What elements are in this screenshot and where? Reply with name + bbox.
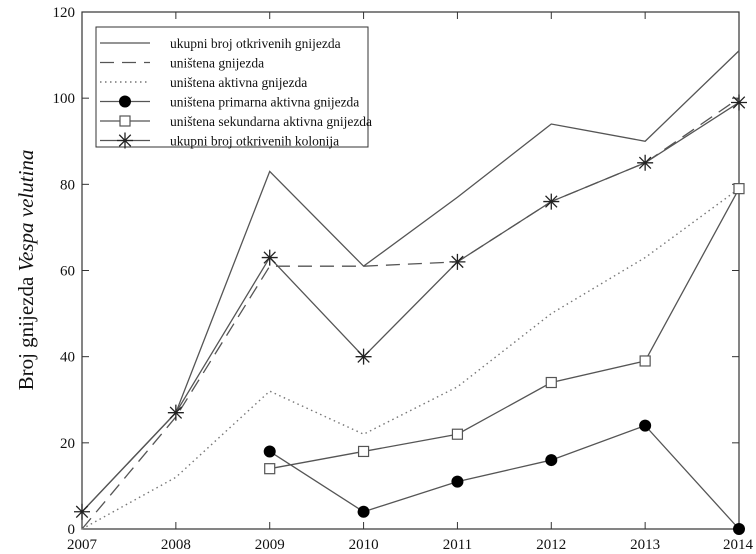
x-tick-label-2014: 2014 [723,537,754,553]
legend-label-2: uništena gnijezda [170,56,264,71]
series-5-point-2011 [451,428,464,440]
series-5 [264,183,745,475]
x-tick-label-2009: 2009 [255,537,285,553]
y-tick-label-20: 20 [60,436,75,452]
legend-marker-6 [117,132,133,149]
series-4-line [269,424,740,530]
series-1-line [81,50,740,513]
y-tick-label-40: 40 [60,350,75,366]
legend-label-6: ukupni broj otkrivenih kolonija [170,134,339,149]
series-3-line [81,188,740,530]
series-4-point-2009 [263,445,276,458]
y-axis-label-prefix: Broj gnijezda [14,271,38,390]
series-5-point-2014 [733,183,745,195]
series-5-point-2010 [357,445,370,458]
series-6-point-2009 [261,249,278,266]
y-tick-label-100: 100 [53,91,76,107]
series-4-point-2011 [451,475,464,488]
x-tick-label-2008: 2008 [161,537,191,553]
x-tick-label-2013: 2013 [630,537,660,553]
series-4 [263,419,745,535]
series-6-point-2010 [355,348,372,365]
series-6-line [81,101,740,513]
legend-marker-4 [119,95,131,108]
series-6-point-2007 [74,503,90,520]
y-tick-label-80: 80 [60,177,75,193]
series-3 [81,188,740,530]
series-5-point-2012 [545,376,557,389]
series-5-point-2009 [264,463,276,475]
series-6-point-2011 [449,253,466,270]
series-5-line [269,188,740,470]
series-4-point-2010 [357,505,370,518]
series-4-point-2012 [545,454,558,467]
series-6-point-2014 [731,94,747,111]
series-4-point-2014 [733,523,745,535]
series-6 [74,94,747,520]
series-1 [81,50,740,513]
y-tick-label-120: 120 [53,5,76,21]
x-tick-label-2010: 2010 [349,537,379,553]
series-6-point-2008 [167,404,184,421]
y-axis-label-species: Vespa velutina [14,150,38,272]
legend-label-3: uništena aktivna gnijezda [170,75,307,90]
y-tick-label-60: 60 [60,264,75,280]
series-6-point-2013 [637,154,654,171]
x-tick-label-2011: 2011 [443,537,472,553]
series-6-point-2012 [543,193,560,210]
legend-marker-5 [119,115,131,127]
y-axis-label: Broj gnijezda Vespa velutina [14,150,38,391]
series-5-point-2013 [639,355,651,367]
y-tick-label-0: 0 [68,522,76,538]
legend-label-1: ukupni broj otkrivenih gnijezda [170,36,341,51]
legend-label-4: uništena primarna aktivna gnijezda [170,95,359,110]
series-4-point-2013 [639,419,652,432]
legend-label-5: uništena sekundarna aktivna gnijezda [170,114,372,129]
x-tick-label-2007: 2007 [67,537,98,553]
legend-box [95,26,369,148]
x-tick-label-2012: 2012 [536,537,566,553]
legend: ukupni broj otkrivenih gnijezda uništena … [95,26,372,149]
